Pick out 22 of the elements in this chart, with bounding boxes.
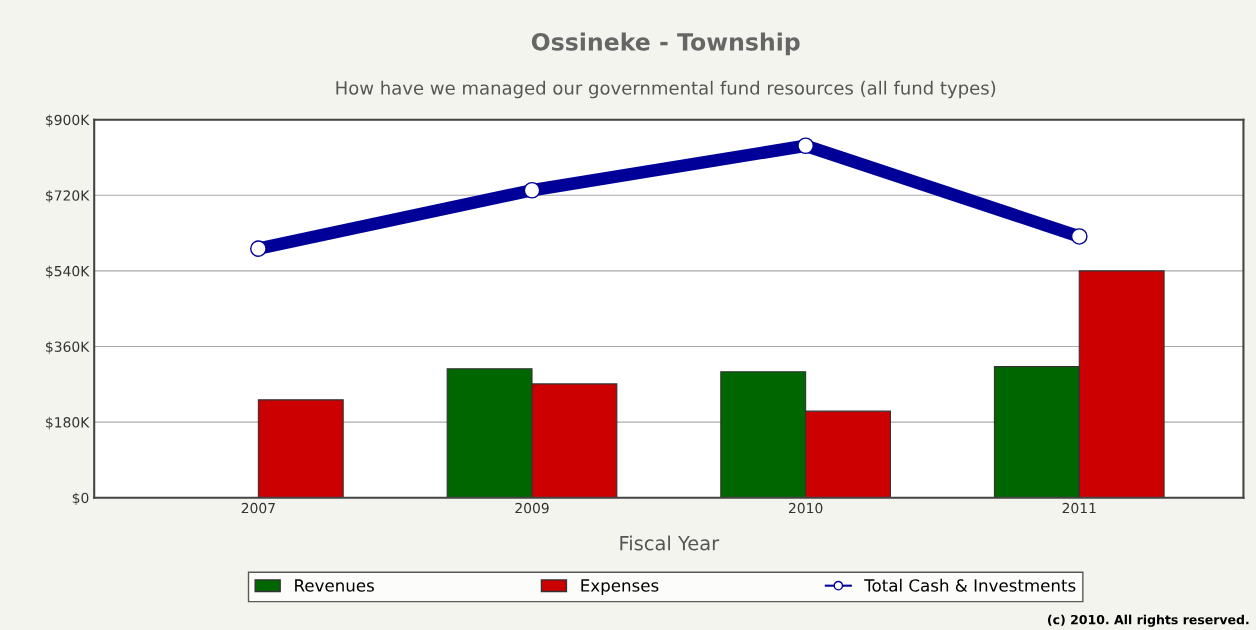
legend-label: Expenses <box>581 579 659 595</box>
x-tick-label: 2010 <box>788 502 823 514</box>
y-tick-label: $720K <box>46 190 90 203</box>
x-tick-label: 2009 <box>515 502 549 514</box>
point <box>797 137 814 155</box>
x-axis-title: Fiscal Year <box>620 535 720 551</box>
text: (c) 2010. All rights reserved. <box>1048 614 1249 627</box>
point <box>250 240 267 257</box>
y-tick-label: $180K <box>46 416 90 430</box>
y-tick-label: $900K <box>46 114 90 128</box>
chart-subtitle: How have we managed our governmental fund resources (all fund types) <box>336 80 996 99</box>
y-tick-label: $0 <box>72 492 89 506</box>
bar <box>257 399 344 498</box>
y-tick-label: $360K <box>46 341 90 354</box>
x-tick-label: 2011 <box>1062 502 1096 514</box>
y-tick-label: $540K <box>46 265 90 279</box>
point <box>1070 228 1088 245</box>
x-tick-label: 2007 <box>241 502 275 514</box>
legend-label: Total Cash & Investments <box>864 578 1076 592</box>
chart-title: Ossineke - Township <box>531 32 800 56</box>
legend-label: Revenues <box>295 579 374 592</box>
point <box>523 181 541 199</box>
